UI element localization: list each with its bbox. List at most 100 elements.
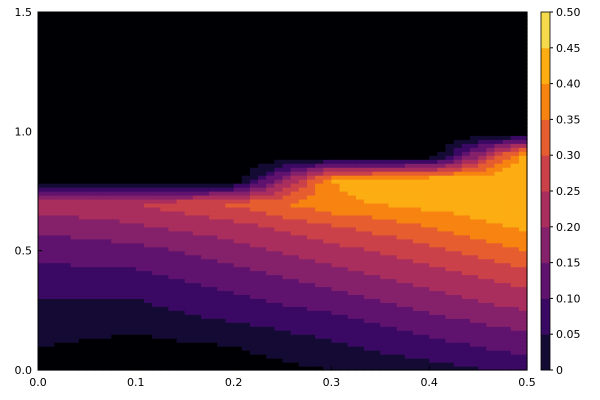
contour-cell: [396, 51, 406, 57]
contour-cell: [111, 95, 121, 101]
contour-cell: [290, 238, 300, 244]
contour-cell: [453, 183, 463, 188]
contour-cell: [176, 318, 186, 323]
contour-cell: [469, 286, 479, 292]
contour-cell: [192, 115, 202, 120]
contour-cell: [282, 354, 292, 359]
contour-cell: [127, 214, 137, 220]
contour-cell: [225, 278, 235, 284]
contour-cell: [86, 183, 96, 188]
contour-cell: [217, 127, 227, 132]
contour-cell: [225, 135, 235, 140]
contour-cell: [168, 179, 178, 184]
contour-cell: [372, 147, 381, 152]
contour-cell: [266, 274, 275, 280]
contour-cell: [510, 350, 520, 355]
contour-cell: [95, 310, 104, 315]
contour-cell: [54, 342, 64, 347]
contour-cell: [323, 354, 332, 359]
contour-cell: [380, 222, 390, 228]
contour-cell: [494, 230, 504, 236]
contour-cell: [54, 246, 64, 252]
contour-cell: [315, 322, 324, 327]
contour-cell: [461, 179, 471, 184]
contour-cell: [502, 179, 512, 184]
contour-cell: [478, 310, 487, 315]
contour-cell: [192, 143, 202, 148]
contour-cell: [315, 107, 324, 113]
contour-cell: [347, 226, 357, 232]
contour-cell: [119, 123, 129, 128]
contour-cell: [111, 278, 121, 284]
contour-cell: [486, 350, 495, 355]
contour-cell: [119, 55, 129, 61]
contour-cell: [478, 167, 487, 172]
contour-cell: [54, 75, 64, 81]
contour-cell: [282, 79, 292, 85]
contour-cell: [486, 206, 495, 212]
contour-cell: [143, 302, 153, 307]
contour-cell: [518, 147, 528, 152]
contour-cell: [364, 103, 373, 109]
contour-cell: [421, 139, 430, 144]
contour-cell: [355, 234, 365, 240]
contour-cell: [160, 222, 169, 228]
contour-cell: [510, 79, 520, 85]
contour-cell: [160, 238, 169, 244]
contour-cell: [225, 179, 235, 184]
contour-cell: [70, 83, 80, 89]
contour-cell: [201, 179, 210, 184]
contour-cell: [38, 51, 47, 57]
contour-cell: [412, 330, 422, 335]
contour-cell: [396, 258, 406, 264]
contour-cell: [437, 139, 447, 144]
contour-cell: [331, 322, 341, 327]
contour-cell: [396, 107, 406, 113]
contour-cell: [217, 167, 227, 172]
contour-cell: [469, 350, 479, 355]
contour-cell: [160, 151, 169, 156]
contour-cell: [380, 111, 390, 117]
contour-cell: [347, 127, 357, 132]
contour-cell: [225, 366, 235, 371]
contour-cell: [502, 230, 512, 236]
contour-cell: [315, 334, 324, 339]
contour-cell: [339, 286, 349, 292]
contour-cell: [306, 282, 316, 288]
contour-cell: [233, 91, 243, 97]
contour-cell: [486, 282, 495, 288]
contour-cell: [478, 63, 487, 69]
contour-cell: [412, 91, 422, 97]
contour-cell: [282, 234, 292, 240]
contour-cell: [38, 302, 47, 307]
contour-cell: [323, 310, 332, 315]
contour-cell: [421, 294, 430, 299]
contour-cell: [306, 206, 316, 212]
contour-cell: [143, 242, 153, 248]
contour-cell: [404, 274, 414, 280]
contour-cell: [461, 147, 471, 152]
contour-cell: [119, 107, 129, 113]
contour-cell: [119, 147, 129, 152]
contour-cell: [347, 286, 357, 292]
contour-cell: [266, 67, 275, 73]
contour-cell: [241, 238, 251, 244]
contour-cell: [494, 354, 504, 359]
contour-cell: [469, 306, 479, 311]
contour-cell: [518, 366, 528, 371]
contour-cell: [233, 362, 243, 367]
contour-cell: [347, 294, 357, 299]
contour-cell: [46, 87, 55, 93]
contour-cell: [494, 55, 504, 61]
contour-cell: [143, 99, 153, 105]
contour-cell: [152, 55, 161, 61]
contour-cell: [70, 350, 80, 355]
contour-cell: [282, 191, 292, 196]
contour-cell: [315, 183, 324, 188]
contour-cell: [217, 83, 227, 89]
contour-cell: [176, 214, 186, 220]
contour-cell: [78, 282, 88, 288]
contour-cell: [111, 171, 121, 176]
contour-cell: [437, 330, 447, 335]
contour-cell: [315, 206, 324, 212]
